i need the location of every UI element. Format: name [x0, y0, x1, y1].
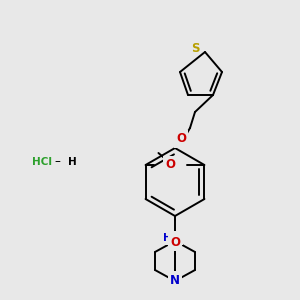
- Text: HCl: HCl: [32, 157, 52, 167]
- Text: O: O: [170, 236, 180, 248]
- Text: N: N: [170, 274, 180, 286]
- Text: H: H: [68, 157, 76, 167]
- Text: O: O: [165, 158, 176, 172]
- Text: S: S: [191, 43, 199, 56]
- Text: –: –: [54, 155, 60, 169]
- Text: O: O: [176, 133, 186, 146]
- Text: HN: HN: [163, 233, 181, 243]
- Text: Cl: Cl: [164, 158, 176, 172]
